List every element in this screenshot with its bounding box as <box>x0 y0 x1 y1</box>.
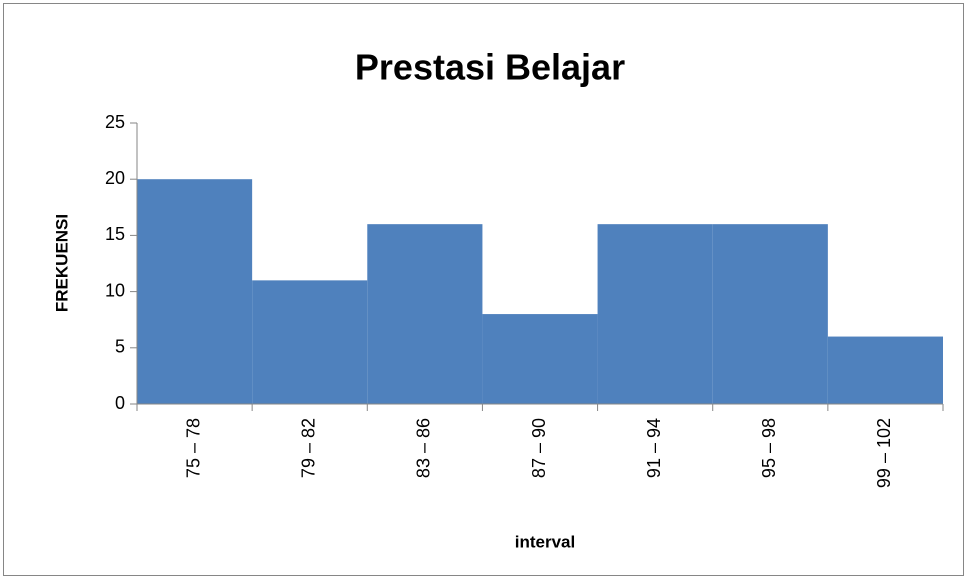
x-tick-label: 99 – 102 <box>874 418 894 488</box>
bar <box>712 224 828 404</box>
x-tick-label: 91 – 94 <box>644 418 664 478</box>
chart-title: Prestasi Belajar <box>355 47 625 88</box>
x-tick-label: 83 – 86 <box>414 418 434 478</box>
bar <box>597 224 713 404</box>
y-tick-label: 10 <box>105 280 125 300</box>
x-tick-label: 75 – 78 <box>183 418 203 478</box>
bar <box>827 336 943 404</box>
x-tick-label: 87 – 90 <box>529 418 549 478</box>
x-tick-label: 95 – 98 <box>759 418 779 478</box>
bar <box>137 179 253 404</box>
x-axis-label: interval <box>515 532 575 551</box>
x-tick-label: 79 – 82 <box>298 418 318 478</box>
y-tick-label: 20 <box>105 168 125 188</box>
y-tick-label: 5 <box>115 337 125 357</box>
y-tick-label: 25 <box>105 112 125 132</box>
bar <box>482 314 598 404</box>
y-tick-label: 0 <box>115 393 125 413</box>
bar <box>367 224 483 404</box>
bar <box>252 280 368 404</box>
y-axis-label: FREKUENSI <box>52 214 71 312</box>
y-tick-label: 15 <box>105 224 125 244</box>
